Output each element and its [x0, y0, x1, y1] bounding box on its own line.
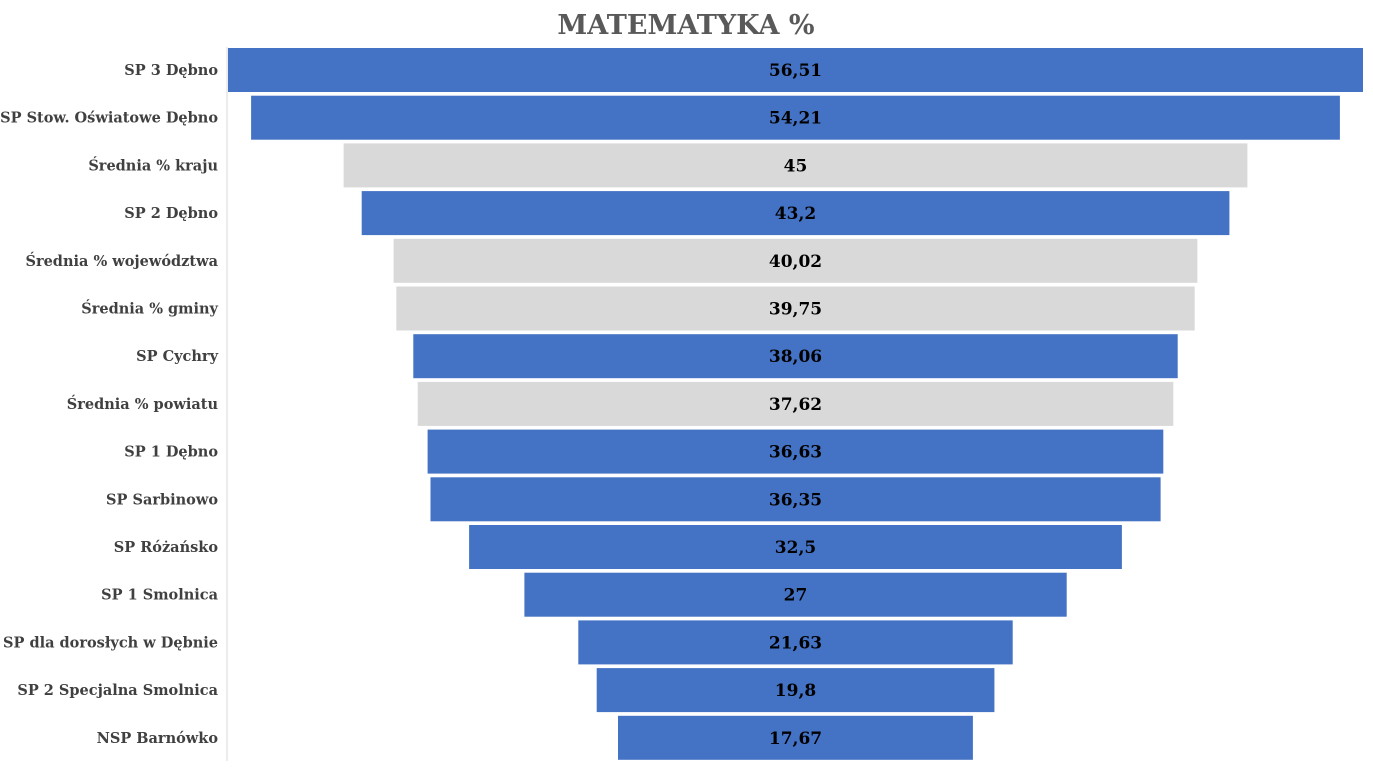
- bar-average: [393, 238, 1198, 283]
- bar-school: [578, 620, 1013, 665]
- bar-average: [343, 143, 1248, 188]
- category-labels-group: SP 3 Dębno SP Stow. Oświatowe Dębno Średni…: [0, 62, 218, 747]
- value-label: 54,21: [769, 109, 822, 129]
- value-label: 40,02: [769, 252, 822, 272]
- value-label: 27: [784, 586, 808, 606]
- bar-school: [251, 95, 1340, 140]
- bar-school: [228, 48, 1363, 92]
- category-label: SP Cychry: [136, 348, 218, 365]
- category-label: SP Stow. Oświatowe Dębno: [0, 110, 218, 127]
- value-label: 36,63: [769, 443, 822, 463]
- value-label: 56,51: [769, 61, 822, 81]
- bar-school: [618, 715, 973, 760]
- category-label: Średnia % powiatu: [67, 395, 219, 413]
- bars-group: [228, 48, 1363, 760]
- value-label: 45: [784, 156, 808, 176]
- category-label: SP Sarbinowo: [106, 491, 218, 508]
- value-label: 38,06: [769, 347, 822, 367]
- value-label: 21,63: [769, 633, 822, 653]
- category-label: Średnia % kraju: [88, 156, 218, 174]
- bar-school: [413, 334, 1178, 379]
- category-label: NSP Barnówko: [97, 730, 219, 747]
- category-label: SP 2 Specjalna Smolnica: [17, 682, 218, 699]
- bar-school: [596, 668, 995, 713]
- bar-school: [524, 572, 1067, 617]
- bar-average: [417, 381, 1174, 426]
- bar-school: [427, 429, 1164, 474]
- value-label: 43,2: [775, 204, 816, 224]
- category-label: SP 2 Dębno: [124, 205, 218, 222]
- category-label: SP Różańsko: [114, 539, 219, 556]
- category-label: SP 3 Dębno: [124, 62, 218, 79]
- bar-school: [361, 191, 1230, 236]
- category-label: Średnia % województwa: [25, 252, 218, 270]
- bar-school: [430, 477, 1161, 522]
- category-label: SP 1 Dębno: [124, 444, 218, 461]
- value-label: 37,62: [769, 395, 822, 415]
- value-labels-group: 56,51 54,21 45 43,2 40,02 39,75 38,06 37,62 36,6…: [769, 61, 822, 749]
- bar-school: [469, 525, 1122, 569]
- chart-title: MATEMATYKA %: [557, 10, 814, 41]
- value-label: 36,35: [769, 490, 822, 510]
- value-label: 19,8: [775, 681, 816, 701]
- category-label: SP dla dorosłych w Dębnie: [3, 634, 218, 651]
- value-label: 39,75: [769, 300, 822, 320]
- value-label: 32,5: [775, 538, 816, 558]
- bar-average: [396, 286, 1195, 331]
- category-label: Średnia % gminy: [81, 300, 218, 318]
- category-label: SP 1 Smolnica: [101, 587, 218, 604]
- value-label: 17,67: [769, 729, 822, 749]
